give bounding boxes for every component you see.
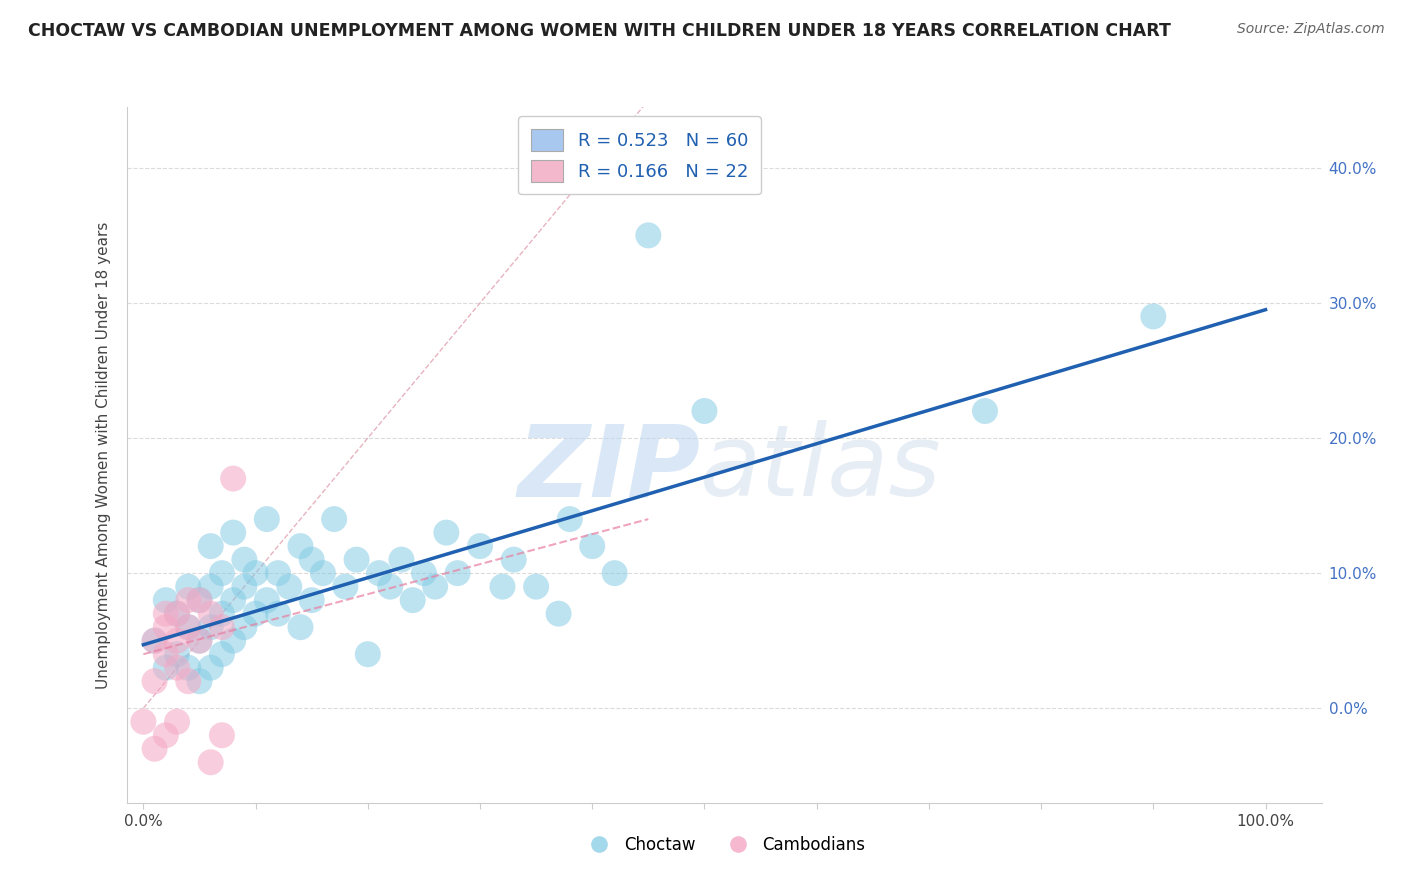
Point (233, 620, 256, 634)
Point (245, 607, 267, 621)
Point (693, 404, 716, 418)
Text: Source: ZipAtlas.com: Source: ZipAtlas.com (1237, 22, 1385, 37)
Point (132, 714, 155, 729)
Legend: Choctaw, Cambodians: Choctaw, Cambodians (576, 830, 872, 861)
Point (446, 566, 468, 581)
Point (166, 607, 188, 621)
Point (155, 620, 177, 634)
Point (200, 661, 222, 675)
Point (166, 633, 188, 648)
Point (256, 512, 278, 526)
Point (155, 593, 177, 607)
Point (143, 633, 166, 648)
Point (166, 647, 188, 661)
Point (402, 593, 425, 607)
Point (245, 566, 267, 581)
Point (143, 741, 166, 756)
Point (413, 566, 436, 581)
Point (177, 593, 200, 607)
Point (166, 661, 188, 675)
Point (368, 566, 391, 581)
Point (222, 472, 245, 486)
Point (323, 512, 346, 526)
Point (200, 756, 222, 770)
Point (177, 674, 200, 689)
Point (222, 525, 245, 540)
Point (177, 620, 200, 634)
Point (188, 633, 211, 648)
Point (301, 593, 323, 607)
Text: ZIP: ZIP (517, 420, 700, 517)
Point (211, 647, 233, 661)
Point (188, 674, 211, 689)
Point (155, 607, 177, 621)
Point (256, 593, 278, 607)
Point (200, 620, 222, 634)
Point (603, 566, 626, 581)
Point (357, 647, 380, 661)
Point (188, 593, 211, 607)
Point (177, 661, 200, 675)
Point (423, 580, 446, 594)
Point (434, 525, 457, 540)
Point (290, 539, 312, 553)
Point (558, 512, 581, 526)
Point (200, 607, 222, 621)
Point (200, 580, 222, 594)
Point (1142, 310, 1164, 324)
Point (502, 552, 524, 566)
Point (211, 728, 233, 742)
Point (233, 580, 256, 594)
Point (233, 552, 256, 566)
Point (177, 580, 200, 594)
Point (346, 552, 368, 566)
Point (267, 566, 290, 581)
Point (524, 580, 547, 594)
Point (211, 620, 233, 634)
Point (581, 539, 603, 553)
Point (166, 714, 188, 729)
Point (155, 728, 177, 742)
Point (222, 593, 245, 607)
Point (222, 633, 245, 648)
Point (143, 633, 166, 648)
Point (491, 580, 513, 594)
Point (188, 633, 211, 648)
Point (155, 661, 177, 675)
Point (547, 607, 569, 621)
Point (278, 580, 301, 594)
Y-axis label: Unemployment Among Women with Children Under 18 years: Unemployment Among Women with Children U… (96, 221, 111, 689)
Point (166, 607, 188, 621)
Point (312, 566, 335, 581)
Point (468, 539, 491, 553)
Point (267, 607, 290, 621)
Point (301, 552, 323, 566)
Text: CHOCTAW VS CAMBODIAN UNEMPLOYMENT AMONG WOMEN WITH CHILDREN UNDER 18 YEARS CORRE: CHOCTAW VS CAMBODIAN UNEMPLOYMENT AMONG … (28, 22, 1171, 40)
Point (637, 228, 659, 243)
Point (290, 620, 312, 634)
Point (391, 552, 413, 566)
Point (211, 607, 233, 621)
Point (200, 539, 222, 553)
Point (177, 620, 200, 634)
Point (380, 580, 402, 594)
Text: atlas: atlas (700, 420, 942, 517)
Point (155, 647, 177, 661)
Point (335, 580, 357, 594)
Point (974, 404, 997, 418)
Point (211, 566, 233, 581)
Point (188, 593, 211, 607)
Point (143, 674, 166, 689)
